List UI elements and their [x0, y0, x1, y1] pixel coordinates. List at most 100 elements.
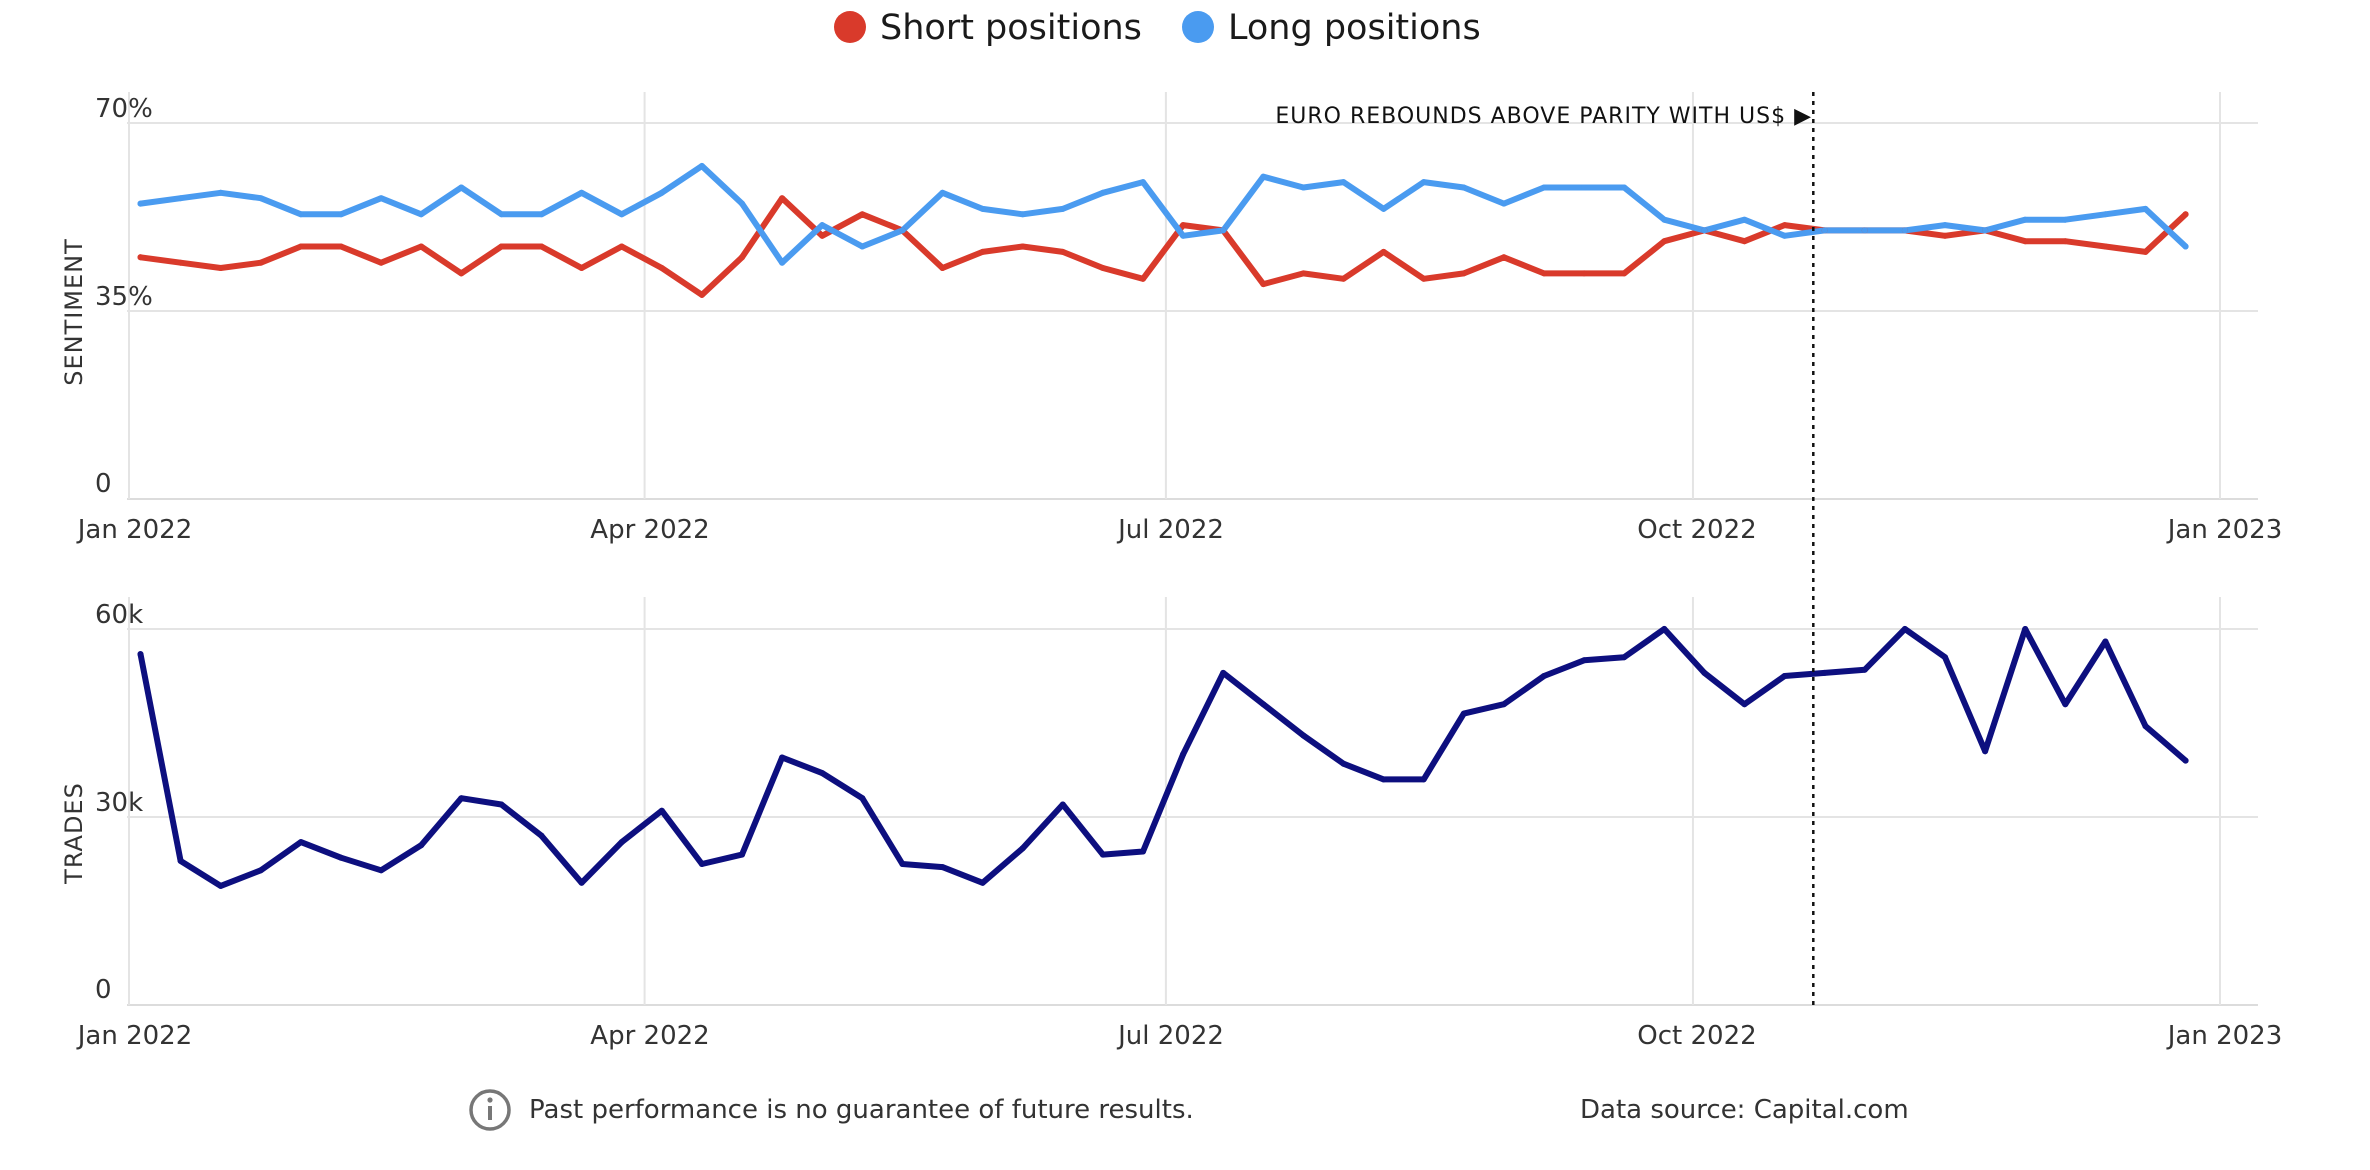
trades-point	[2182, 757, 2189, 764]
sentiment-ytick-35: 35%	[95, 282, 153, 312]
trades-point	[1220, 669, 1227, 676]
trades-point	[1420, 776, 1427, 783]
long-positions-point	[979, 205, 986, 212]
trades-point	[458, 795, 465, 802]
trades-point	[1500, 701, 1507, 708]
short-positions-point	[939, 265, 946, 271]
trades-xtick-jan-2023: Jan 2023	[2166, 1021, 2283, 1051]
long-positions-point	[1661, 216, 1668, 223]
long-positions-point	[739, 200, 745, 207]
short-positions-point	[1541, 270, 1547, 277]
trades-point	[498, 801, 505, 808]
long-positions-point	[137, 200, 144, 207]
long-positions-point	[1901, 227, 1908, 234]
long-positions-points	[137, 163, 2189, 266]
trades-xtick-oct-2022: Oct 2022	[1637, 1021, 1756, 1051]
short-positions-point	[1581, 270, 1588, 277]
sentiment-ytick-70: 70%	[95, 94, 153, 124]
long-positions-point	[1300, 184, 1307, 191]
trades-point	[658, 807, 665, 814]
trades-point	[1701, 669, 1708, 676]
long-positions-point	[177, 195, 184, 202]
long-positions-point	[1701, 227, 1708, 234]
short-positions-point	[979, 248, 986, 255]
short-positions-point	[2022, 238, 2029, 245]
short-positions-point	[1460, 270, 1467, 277]
short-positions-point	[217, 265, 224, 271]
short-positions-point	[1180, 222, 1187, 229]
sentiment-xtick-oct-2022: Oct 2022	[1637, 515, 1756, 545]
trades-point	[418, 842, 425, 849]
long-positions-point	[1099, 189, 1106, 196]
long-positions-point	[257, 195, 264, 202]
trades-point	[1942, 654, 1948, 661]
trades-point	[899, 861, 906, 867]
trades-point	[1180, 751, 1187, 758]
long-positions-point	[297, 211, 304, 218]
long-positions-point	[458, 184, 465, 191]
long-positions-point	[2102, 211, 2109, 218]
trades-point	[618, 839, 625, 846]
trades-point	[2102, 638, 2109, 645]
short-positions-point	[538, 243, 545, 250]
long-positions-point	[1059, 205, 1066, 212]
long-positions-point	[2142, 205, 2149, 212]
short-positions-point	[1099, 265, 1106, 271]
long-positions-point	[2022, 216, 2029, 223]
long-positions-point	[538, 211, 545, 218]
short-positions-point	[859, 211, 866, 218]
short-positions-point	[2102, 243, 2109, 250]
disclaimer-text: Past performance is no guarantee of futu…	[529, 1095, 1194, 1125]
legend-label-long: Long positions	[1228, 8, 1481, 48]
long-positions-point	[1861, 227, 1868, 234]
long-positions-point	[859, 243, 866, 250]
trades-point	[2022, 626, 2029, 632]
trades-panel: 60k 30k 0 TRADES Jan 2022 Apr 2022 Jul 2…	[60, 597, 2282, 1051]
trades-point	[378, 867, 385, 874]
long-positions-point	[1260, 173, 1267, 180]
short-positions-point	[779, 195, 786, 202]
trades-point	[1380, 776, 1387, 783]
trades-point	[217, 882, 224, 889]
trades-gridlines	[127, 597, 2258, 1006]
short-positions-point	[177, 259, 184, 266]
trades-xtick-jul-2022: Jul 2022	[1116, 1021, 1224, 1051]
long-positions-point	[1019, 211, 1026, 218]
trades-point	[1781, 673, 1788, 679]
trades-point	[1821, 669, 1828, 676]
trades-xtick-apr-2022: Apr 2022	[590, 1021, 709, 1051]
trades-point	[578, 879, 585, 886]
short-positions-point	[1059, 248, 1066, 255]
data-source-text: Data source: Capital.com	[1580, 1095, 1909, 1125]
sentiment-panel: 70% 35% 0 SENTIMENT Jan 2022 Apr 2022 Ju…	[60, 92, 2282, 545]
long-positions-line	[137, 163, 2189, 266]
short-positions-point	[2062, 238, 2069, 245]
short-positions-point	[1741, 238, 1748, 245]
short-positions-point	[137, 254, 144, 261]
long-positions-point	[2062, 216, 2069, 223]
short-positions-point	[819, 232, 826, 239]
long-positions-point	[1380, 205, 1387, 212]
short-positions-point	[2182, 211, 2189, 218]
short-positions-point	[257, 259, 264, 266]
long-positions-point	[779, 259, 786, 266]
short-positions-point	[1380, 248, 1387, 255]
long-positions-point	[1982, 227, 1989, 234]
long-positions-point	[498, 211, 505, 218]
long-positions-point	[819, 222, 826, 229]
trades-points	[137, 626, 2189, 889]
long-positions-point	[1420, 179, 1427, 186]
legend: Short positions Long positions	[834, 8, 1481, 48]
short-positions-point	[1781, 222, 1788, 229]
long-positions-point	[578, 189, 585, 196]
short-positions-point	[1140, 275, 1146, 282]
short-positions-point	[1942, 232, 1948, 239]
info-circle-icon[interactable]	[469, 1089, 511, 1131]
long-positions-point	[1500, 200, 1507, 207]
legend-marker-short	[834, 11, 866, 43]
long-positions-point	[378, 195, 385, 202]
short-positions-point	[1260, 281, 1267, 288]
short-positions-point	[1019, 243, 1026, 250]
short-positions-point	[498, 243, 505, 250]
